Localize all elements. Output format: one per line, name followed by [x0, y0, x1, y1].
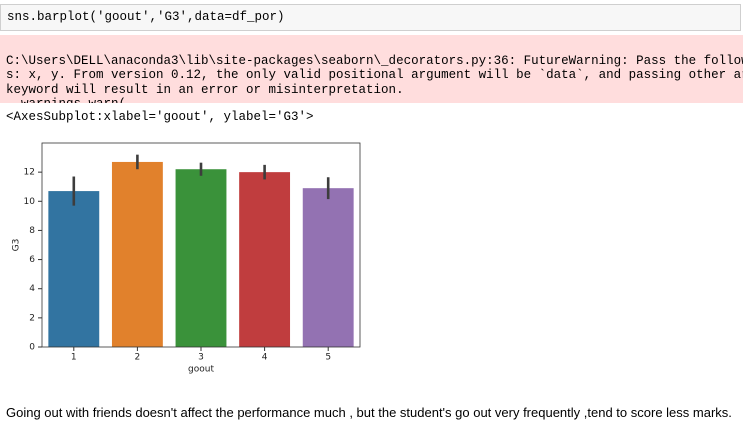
code-cell[interactable]: sns.barplot('goout','G3',data=df_por): [0, 4, 741, 31]
axes-frame: [41, 142, 361, 348]
bar: [111, 161, 163, 347]
y-axis-label: G3: [12, 239, 22, 252]
y-tick-label: 8: [29, 226, 35, 236]
y-tick-label: 2: [29, 313, 35, 323]
y-tick-label: 10: [24, 197, 36, 207]
x-tick-label: 5: [325, 353, 331, 363]
cell-output: <AxesSubplot:xlabel='goout', ylabel='G3'…: [6, 110, 314, 124]
bar: [239, 172, 291, 347]
bar: [175, 169, 227, 347]
y-tick-label: 4: [29, 284, 35, 294]
bar: [48, 191, 100, 347]
x-tick-label: 2: [135, 353, 141, 363]
x-tick-label: 3: [198, 353, 204, 363]
markdown-text: Going out with friends doesn't affect th…: [6, 405, 732, 420]
warning-line: s: x, y. From version 0.12, the only val…: [6, 68, 743, 82]
warning-line: C:\Users\DELL\anaconda3\lib\site-package…: [6, 53, 743, 68]
x-tick-label: 4: [262, 353, 268, 363]
warning-line: keyword will result in an error or misin…: [6, 82, 404, 97]
y-tick-label: 0: [29, 343, 35, 353]
x-tick-label: 1: [71, 353, 77, 363]
y-tick-label: 12: [24, 168, 35, 178]
bar: [302, 188, 354, 347]
warning-output: C:\Users\DELL\anaconda3\lib\site-package…: [0, 35, 743, 103]
x-axis-label: goout: [188, 365, 214, 375]
y-tick-label: 6: [29, 255, 35, 265]
warning-line: warnings.warn(: [6, 97, 737, 103]
